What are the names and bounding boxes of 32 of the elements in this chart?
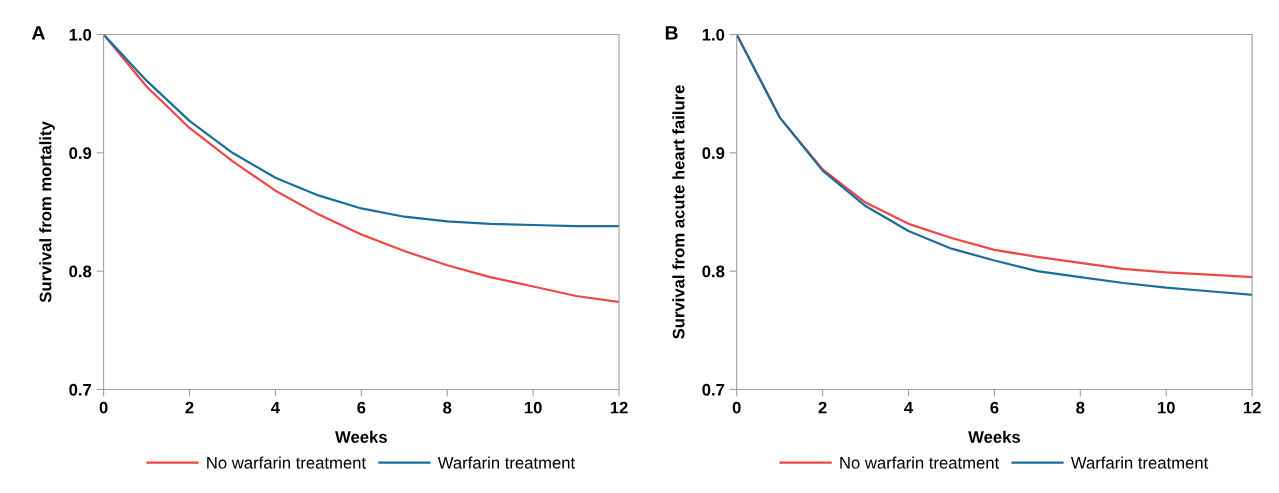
x-tick-label: 0	[732, 401, 741, 414]
y-tick-label: 0.9	[702, 147, 725, 160]
x-tick-label: 2	[185, 401, 194, 414]
legend-label: Warfarin treatment	[437, 456, 576, 469]
x-axis-title: Weeks	[968, 430, 1020, 443]
x-tick-label: 6	[357, 401, 366, 414]
text: B	[665, 26, 678, 40]
y-tick-label: 0.8	[702, 265, 725, 278]
x-tick-label: 0	[99, 401, 108, 414]
x-axis-title: Weeks	[335, 430, 387, 443]
x-tick-label: 2	[818, 401, 827, 414]
y-axis-title: Survival from acute heart failure	[672, 85, 685, 339]
legend-label: No warfarin treatment	[840, 456, 1000, 469]
x-tick-label: 4	[904, 401, 914, 414]
text: A	[31, 26, 45, 40]
legend-label: No warfarin treatment	[207, 456, 366, 469]
y-tick-label: 0.7	[702, 383, 725, 396]
x-tick-label: 10	[524, 401, 542, 414]
x-tick-label: 10	[1158, 401, 1175, 414]
legend-label: Warfarin treatment	[1070, 456, 1209, 469]
y-tick-label: 0.9	[69, 147, 92, 160]
y-tick-label: 1.0	[69, 28, 92, 41]
x-tick-label: 8	[1076, 401, 1085, 414]
x-tick-label: 12	[1243, 401, 1261, 414]
x-tick-label: 12	[610, 401, 628, 414]
y-tick-label: 0.7	[69, 383, 92, 396]
y-tick-label: 0.8	[69, 265, 92, 278]
y-axis-title: Survival from mortality	[39, 121, 55, 303]
y-tick-label: 1.0	[702, 28, 725, 41]
x-tick-label: 8	[443, 401, 452, 414]
x-tick-label: 6	[990, 401, 999, 414]
x-tick-label: 4	[271, 401, 280, 414]
